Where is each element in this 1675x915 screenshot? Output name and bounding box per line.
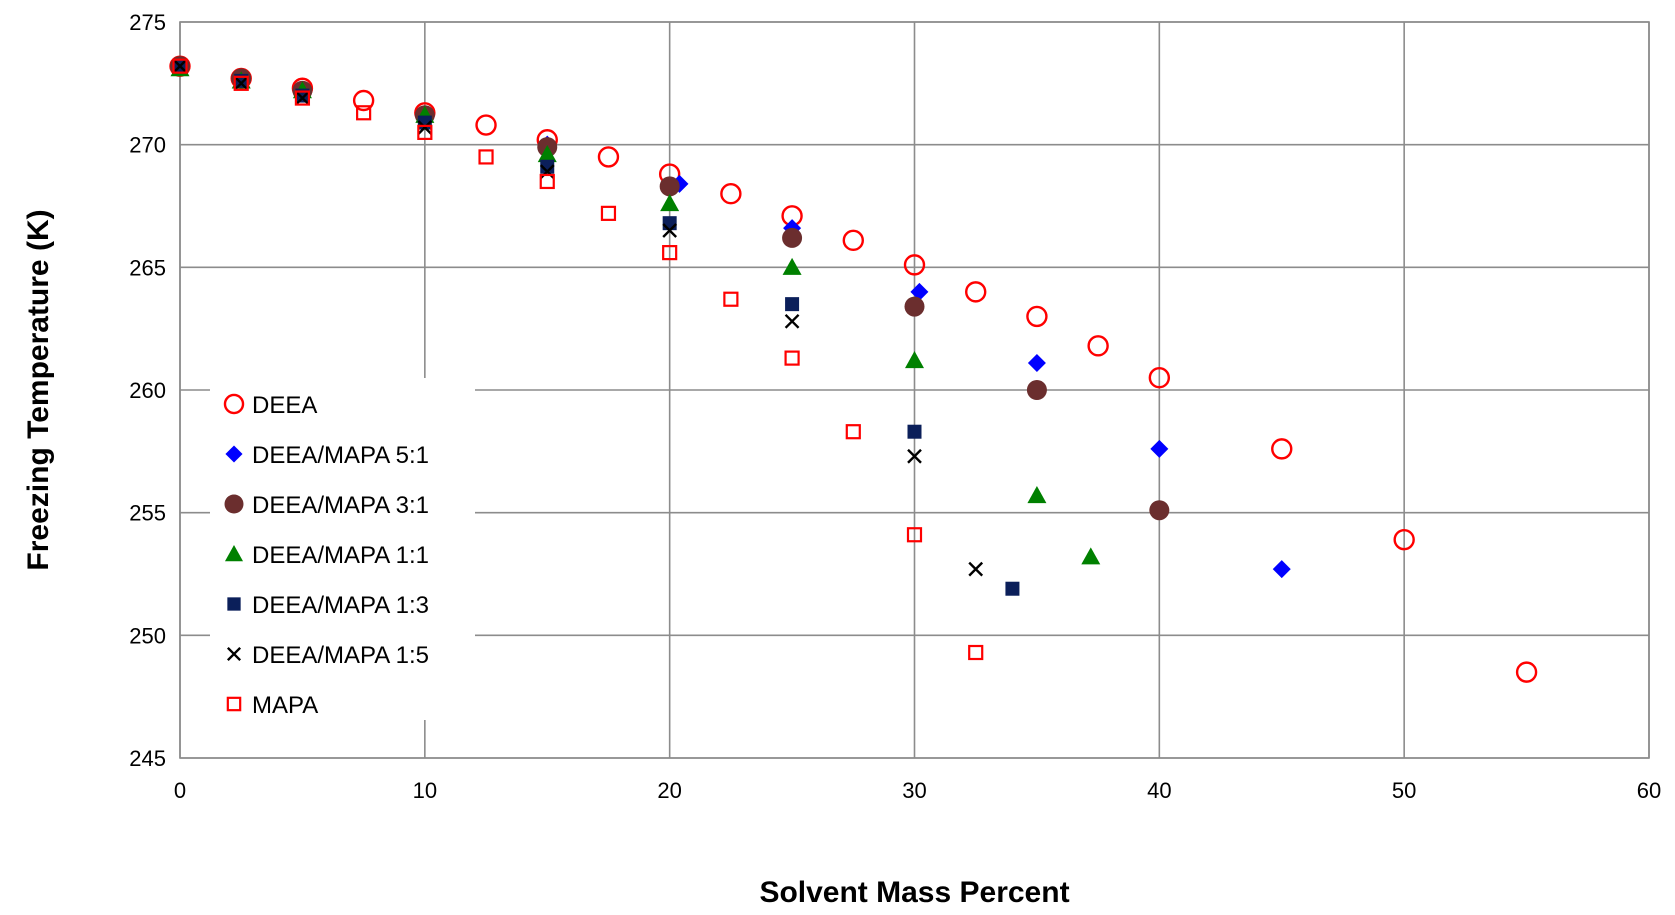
y-tick-label: 245 xyxy=(129,746,166,771)
legend-marker xyxy=(226,646,242,662)
data-point xyxy=(294,90,311,106)
legend-label: MAPA xyxy=(252,692,318,719)
data-point xyxy=(1393,528,1415,551)
data-point xyxy=(540,159,555,174)
data-point xyxy=(1026,305,1048,328)
data-point xyxy=(660,194,680,212)
legend-marker xyxy=(224,544,244,562)
legend-marker xyxy=(224,494,244,514)
legend-marker xyxy=(226,696,242,712)
x-tick-label: 0 xyxy=(174,778,186,803)
tick-labels: 245 250 255 260 265 270 275 0 10 20 30 40 50 60 xyxy=(129,10,1661,803)
data-point xyxy=(784,350,800,366)
data-point xyxy=(478,149,494,165)
data-point xyxy=(1087,335,1109,357)
data-point xyxy=(1005,581,1020,596)
x-tick-label: 40 xyxy=(1147,778,1171,803)
data-point xyxy=(910,282,929,301)
series-6 xyxy=(172,58,984,661)
data-point xyxy=(842,229,864,252)
data-point xyxy=(1149,500,1170,521)
axis-titles: Solvent Mass Percent Freezing Temperatur… xyxy=(22,209,1070,909)
data-point xyxy=(907,448,922,464)
legend-label: DEEA/MAPA 3:1 xyxy=(252,492,429,519)
data-point xyxy=(539,173,555,190)
y-tick-label: 275 xyxy=(129,10,166,35)
data-point xyxy=(905,351,924,369)
data-point xyxy=(1027,354,1046,373)
data-point xyxy=(1081,547,1101,565)
legend-box xyxy=(210,378,475,720)
data-point xyxy=(356,105,372,121)
data-point xyxy=(968,561,984,577)
y-tick-label: 265 xyxy=(129,255,166,280)
data-point xyxy=(352,89,375,112)
data-point xyxy=(597,146,620,168)
data-point xyxy=(475,114,497,136)
data-point xyxy=(1026,380,1047,400)
legend-marker xyxy=(223,393,245,415)
data-point xyxy=(172,58,188,74)
data-point xyxy=(903,254,926,276)
y-tick-label: 270 xyxy=(129,133,166,158)
data-point xyxy=(1271,438,1293,460)
legend-label: DEEA/MAPA 1:5 xyxy=(252,642,429,669)
data-point xyxy=(417,124,433,141)
data-point xyxy=(1515,661,1538,683)
data-point xyxy=(172,58,188,74)
data-point xyxy=(904,296,925,317)
legend-label: DEEA/MAPA 5:1 xyxy=(252,442,429,469)
data-point xyxy=(662,223,678,238)
data-point xyxy=(785,297,800,312)
data-point xyxy=(720,183,742,205)
data-point xyxy=(907,424,922,439)
x-tick-label: 50 xyxy=(1392,778,1416,803)
series-5 xyxy=(172,58,984,577)
legend-label: DEEA xyxy=(252,392,317,419)
data-points xyxy=(169,55,1538,683)
data-point xyxy=(1027,485,1047,504)
data-point xyxy=(659,176,680,197)
data-point xyxy=(600,205,617,221)
plot-area-border xyxy=(179,21,1650,759)
data-point xyxy=(295,90,310,106)
legend-marker xyxy=(227,597,241,611)
x-tick-label: 10 xyxy=(413,778,437,803)
data-point xyxy=(1150,439,1169,458)
data-point xyxy=(417,120,433,135)
data-point xyxy=(233,75,249,91)
data-point xyxy=(233,75,249,91)
data-point xyxy=(537,144,557,163)
legend-marker xyxy=(225,445,243,463)
data-point xyxy=(782,257,802,275)
x-tick-label: 60 xyxy=(1637,778,1661,803)
data-point xyxy=(662,216,677,231)
data-point xyxy=(845,424,861,440)
data-point xyxy=(965,281,987,303)
data-point xyxy=(1148,367,1171,389)
x-tick-label: 30 xyxy=(902,778,926,803)
data-point xyxy=(723,291,739,307)
legend-label: DEEA/MAPA 1:3 xyxy=(252,592,429,619)
legend-label: DEEA/MAPA 1:1 xyxy=(252,542,429,569)
x-tick-label: 20 xyxy=(657,778,681,803)
x-axis-title: Solvent Mass Percent xyxy=(759,876,1069,909)
y-tick-label: 255 xyxy=(129,501,166,526)
data-point xyxy=(784,313,800,329)
y-axis-title: Freezing Temperature (K) xyxy=(22,209,55,570)
data-point xyxy=(1272,560,1291,579)
y-tick-label: 250 xyxy=(129,623,166,648)
data-point xyxy=(906,527,923,543)
data-point xyxy=(968,644,984,661)
data-point xyxy=(662,245,678,261)
data-point xyxy=(782,227,803,248)
y-tick-label: 260 xyxy=(129,378,166,403)
legend: DEEA DEEA/MAPA 5:1 DEEA/MAPA 3:1 DEEA/MAPA … xyxy=(210,378,475,720)
